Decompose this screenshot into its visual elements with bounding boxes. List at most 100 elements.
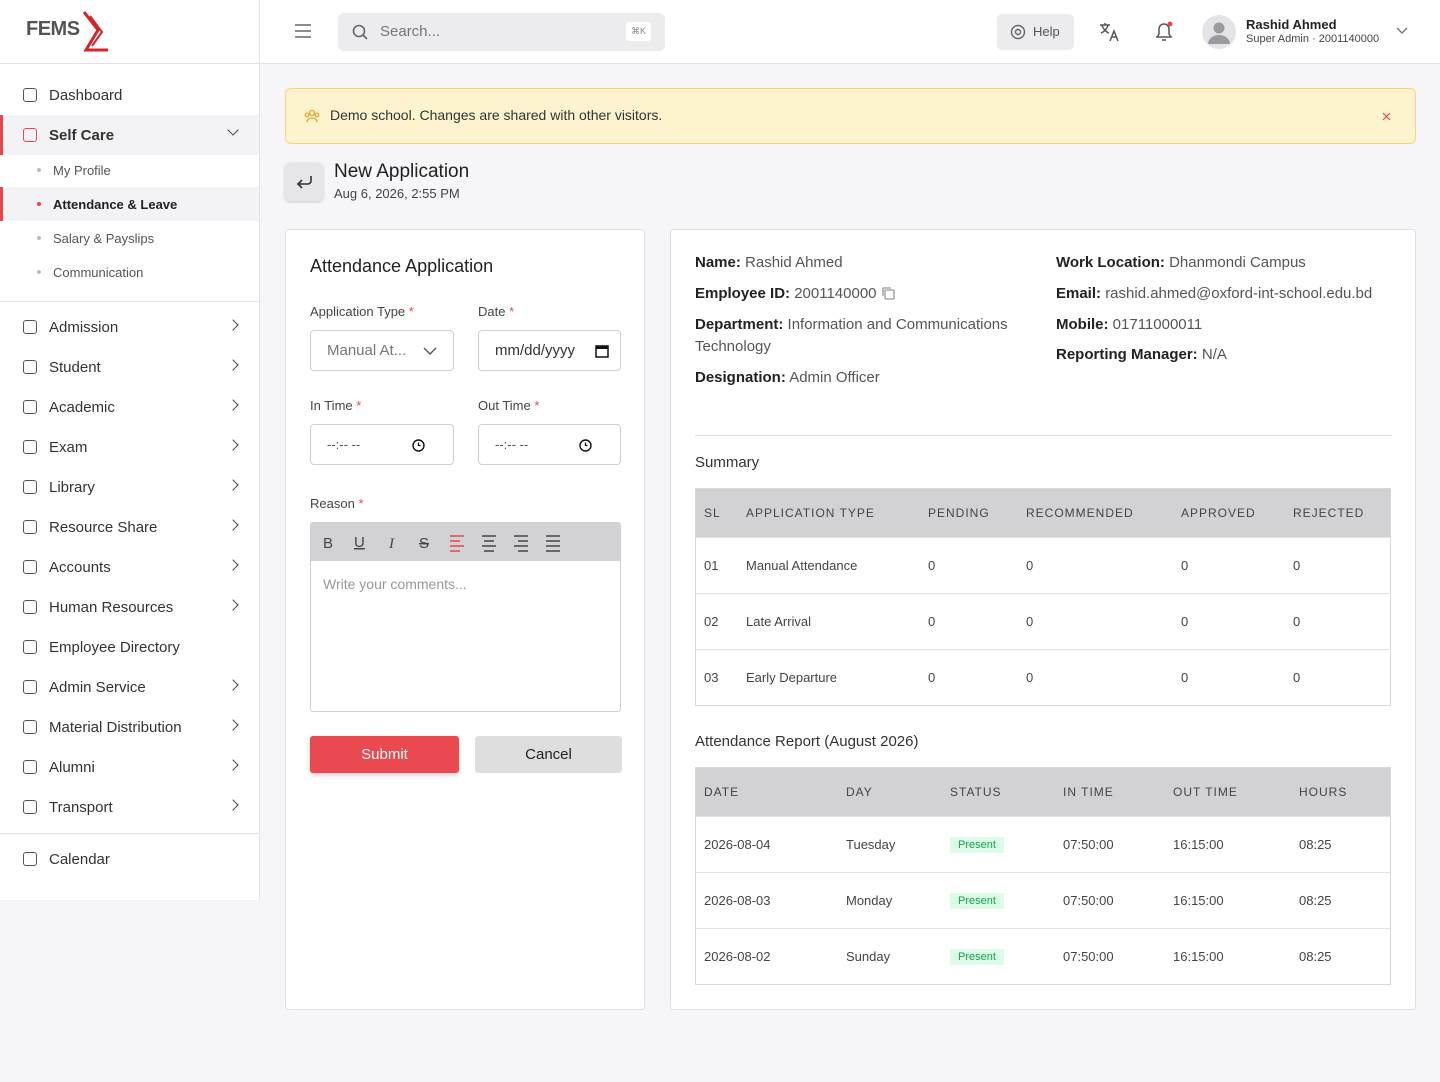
nav-item[interactable]: Academic [0,387,259,427]
banner-close[interactable] [1382,112,1391,121]
table-cell: 07:50:00 [1063,893,1114,908]
nav-item[interactable]: Accounts [0,547,259,587]
nav-label: Employee Directory [49,638,180,656]
label-text: Reason [310,496,355,511]
nav-label: Material Distribution [49,718,182,736]
search-icon [352,24,368,40]
field-label: Designation: [695,369,786,386]
date-input[interactable]: mm/dd/yyyy [478,330,621,371]
subnav-item[interactable]: Attendance & Leave [0,187,259,221]
nav-chevron [227,359,239,371]
cancel-button[interactable]: Cancel [475,736,622,773]
nav-item[interactable]: Calendar [0,839,259,879]
table-cell: 03 [704,670,719,685]
field-label: Name: [695,254,741,271]
subnav-item[interactable]: My Profile [0,153,259,187]
copy-icon[interactable] [881,286,895,300]
summary-title: Summary [695,454,760,471]
user-role: Super Admin · 2001140000 [1246,33,1380,45]
column-header: OUT TIME [1173,785,1238,799]
field-value: Rashid Ahmed [745,254,843,271]
nav-label: Transport [49,798,113,816]
profile-field: Name: Rashid Ahmed [695,252,1025,274]
subnav-item[interactable]: Salary & Payslips [0,221,259,255]
search-box[interactable]: Search... ⌘K [338,13,665,51]
report-table: DATE DAY STATUS IN TIME OUT TIME HOURS 2026-08… [695,767,1391,985]
column-header: RECOMMENDED [1026,506,1134,520]
nav-item[interactable]: Transport [0,787,259,827]
in-time-input[interactable]: --:-- -- [310,424,454,465]
table-row: 02 Late Arrival 0 0 0 0 [696,593,1390,649]
table-cell: 07:50:00 [1063,949,1114,964]
menu-toggle[interactable] [295,24,311,38]
column-header: APPROVED [1181,506,1256,520]
help-label: Help [1033,24,1060,39]
table-cell: 0 [1026,614,1034,629]
svg-text:B: B [323,535,333,552]
divider [0,63,259,64]
logo[interactable]: FEMS [26,18,80,40]
nav-chevron [227,599,239,611]
nav-item[interactable]: Student [0,347,259,387]
sidebar: FEMS Dashboard Self Care My Profile Attenda… [0,0,260,900]
page-title: New Application [334,161,470,182]
nav-chevron [227,519,239,531]
nav-item[interactable]: Material Distribution [0,707,259,747]
table-cell: Sunday [846,949,891,964]
nav-item[interactable]: Library [0,467,259,507]
subnav-label: Attendance & Leave [53,196,178,212]
back-button[interactable] [285,163,323,201]
nav-label: Resource Share [49,518,158,536]
editor-placeholder: Write your comments... [323,576,467,592]
notification-icon[interactable] [1153,20,1175,44]
column-header: PENDING [928,506,990,520]
avatar[interactable] [1202,15,1236,49]
application-type-select[interactable]: Manual At... [310,330,454,371]
nav-item[interactable]: Resource Share [0,507,259,547]
table-cell: 16:15:00 [1173,949,1224,964]
column-header: SL [704,506,721,520]
nav-item[interactable]: Exam [0,427,259,467]
nav-label: Dashboard [49,86,123,104]
table-cell: Present [942,836,1055,853]
divider [695,435,1392,436]
nav-icon [23,440,37,454]
user-menu-chevron[interactable] [1396,27,1408,35]
table-cell: 0 [1293,614,1301,629]
rich-text-editor[interactable]: B U I S Write your comments... [310,522,621,712]
nav-item[interactable]: Self Care [0,115,259,155]
nav-icon [23,320,37,334]
nav-icon [23,128,37,142]
nav-chevron [227,679,239,691]
help-button[interactable]: Help [997,14,1074,50]
form-title: Attendance Application [310,256,494,276]
table-cell: Late Arrival [746,614,812,629]
subnav-label: My Profile [53,162,111,178]
translate-icon[interactable] [1098,21,1120,43]
subnav-item[interactable]: Communication [0,255,259,289]
table-cell: Monday [846,893,893,908]
submit-button[interactable]: Submit [310,736,459,773]
subnav-dot [37,168,41,172]
nav-item[interactable]: Alumni [0,747,259,787]
table-cell: Present [942,892,1055,909]
time-placeholder: --:-- -- [327,437,361,452]
table-cell: Early Departure [746,670,838,685]
nav-chevron [227,399,239,411]
nav-item[interactable]: Human Resources [0,587,259,627]
field-label: Work Location: [1056,254,1165,271]
nav-item[interactable]: Admission [0,307,259,347]
table-cell: 2026-08-04 [704,837,771,852]
help-icon [1010,24,1026,40]
chevron [423,347,437,355]
nav-chevron [227,799,239,811]
table-cell: 0 [1026,558,1034,573]
nav-item[interactable]: Admin Service [0,667,259,707]
nav-icon [23,760,37,774]
nav-icon [23,680,37,694]
nav-item[interactable]: Employee Directory [0,627,259,667]
status-badge: Present [950,837,1004,853]
field-label: Application Type * [310,304,414,319]
nav-item[interactable]: Dashboard [0,75,259,115]
out-time-input[interactable]: --:-- -- [478,424,621,465]
